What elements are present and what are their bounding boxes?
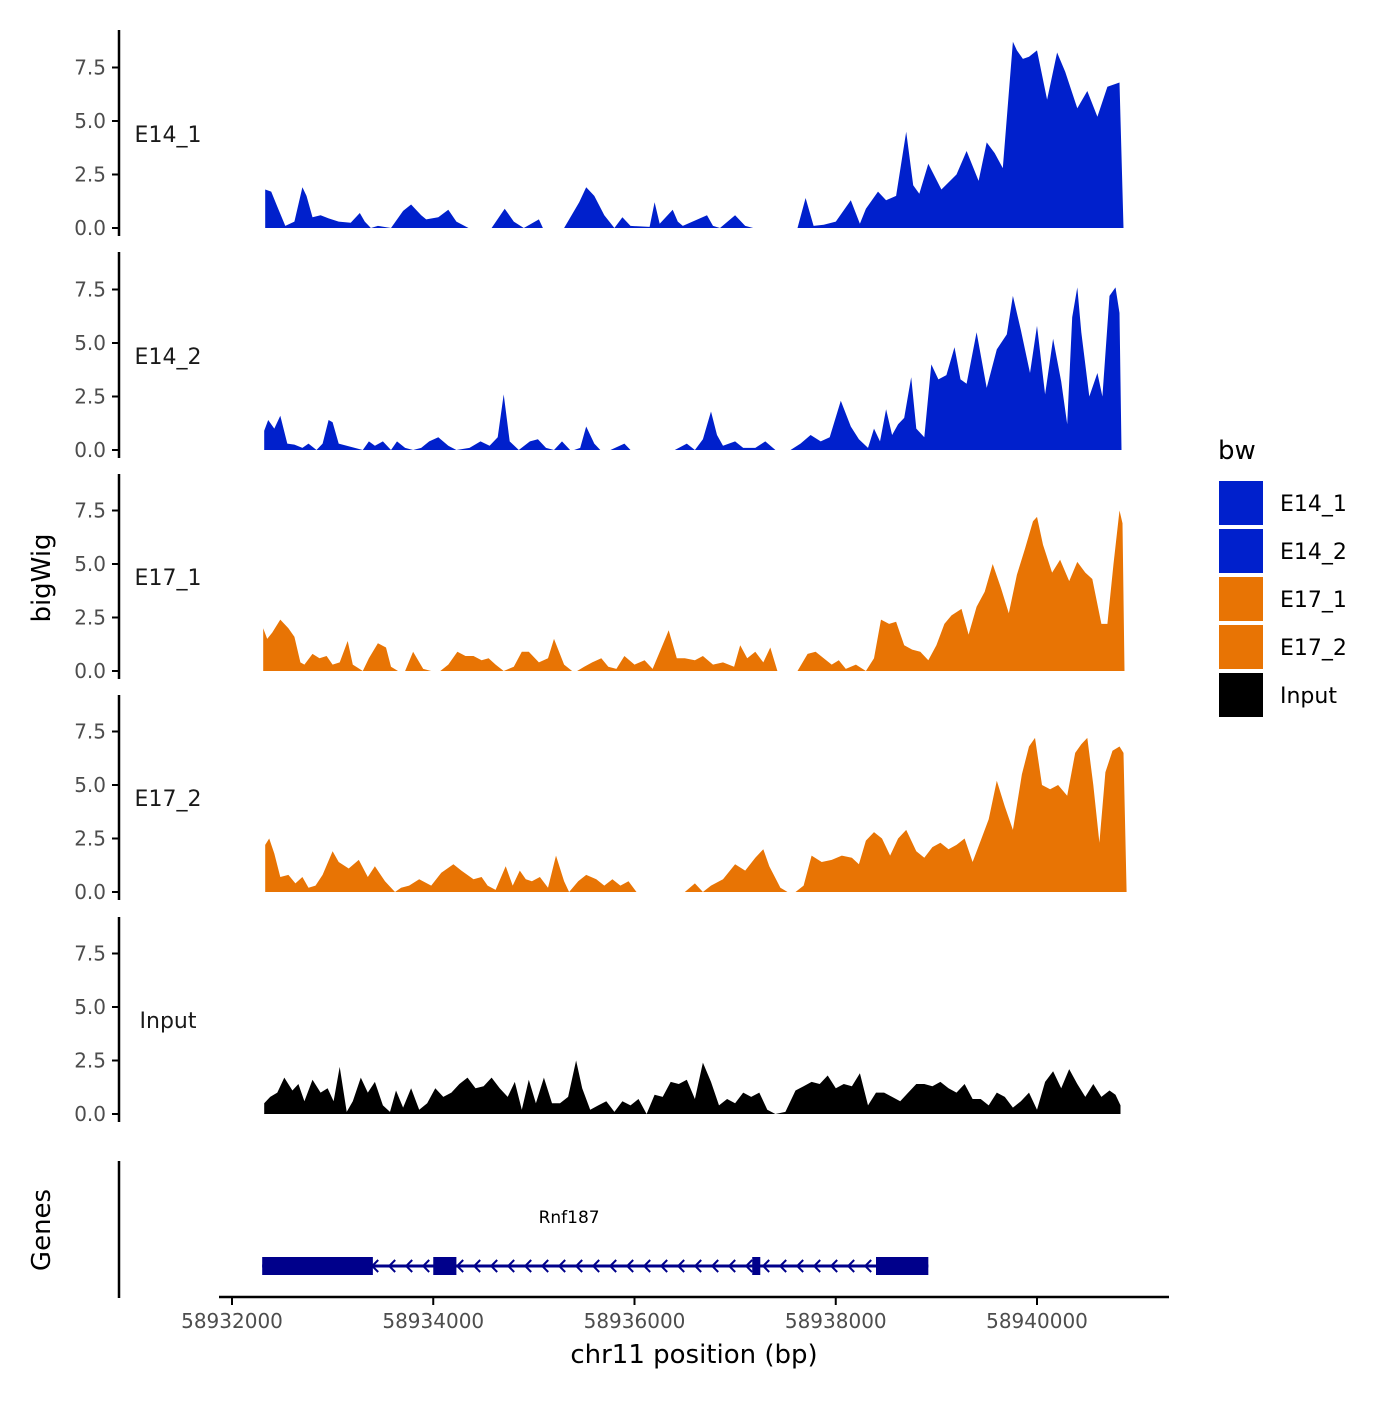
track-label-Input: Input [140,1009,197,1034]
genes-panel-title: Genes [27,1189,57,1271]
strand-arrow [846,1259,855,1273]
coverage-area-Input [264,1060,1121,1114]
gene-exon-1 [262,1257,373,1275]
track-Input: 0.0 2.5 5.0 7.5 Input [74,917,1121,1126]
x-tick-label: 58940000 [986,1309,1088,1333]
strand-arrow [608,1259,617,1273]
legend-label-E14_2: E14_2 [1280,540,1347,565]
y-tick-label: 0.0 [74,216,106,240]
legend-key-Input [1217,671,1265,719]
track-label-E14_1: E14_1 [135,123,202,148]
y-tick-label: 2.5 [74,385,106,409]
strand-arrow [489,1259,498,1273]
y-tick-label: 7.5 [74,942,106,966]
strand-arrow [710,1259,719,1273]
legend-label-E17_2: E17_2 [1280,636,1347,661]
coverage-area-E14_1 [265,41,1124,228]
strand-arrow [421,1259,430,1273]
track-label-E17_1: E17_1 [135,566,202,591]
coverage-area-E17_1 [263,510,1125,671]
legend-label-Input: Input [1280,684,1337,709]
track-E17_2: 0.0 2.5 5.0 7.5 E17_2 [74,695,1127,904]
gene-exon-4 [876,1257,929,1275]
strand-arrow [778,1259,787,1273]
strand-arrow [812,1259,821,1273]
strand-arrow [625,1259,634,1273]
strand-arrow [659,1259,668,1273]
x-axis: 58932000 58934000 58936000 58938000 58940000 [181,1295,1169,1333]
y-tick-label: 0.0 [74,659,106,683]
legend-key-E14_1 [1217,479,1265,527]
legend-label-E14_1: E14_1 [1280,492,1347,517]
y-tick-label: 7.5 [74,56,106,80]
x-tick-label: 58934000 [382,1309,484,1333]
coverage-area-E14_2 [264,287,1122,450]
legend-label-E17_1: E17_1 [1280,588,1347,613]
track-E17_1: 0.0 2.5 5.0 7.5 E17_1 [74,474,1125,683]
y-tick-label: 5.0 [74,995,106,1019]
legend-title: bw [1218,436,1256,466]
x-tick-label: 58938000 [785,1309,887,1333]
strand-arrow [387,1259,396,1273]
y-tick-label: 2.5 [74,827,106,851]
strand-arrow [727,1259,736,1273]
y-tick-label: 2.5 [74,1049,106,1073]
strand-arrow [676,1259,685,1273]
y-tick-label: 5.0 [74,109,106,133]
y-tick-label: 0.0 [74,880,106,904]
y-tick-label: 0.0 [74,438,106,462]
y-tick-label: 5.0 [74,331,106,355]
strand-arrow [523,1259,532,1273]
legend-key-E14_2 [1217,527,1265,575]
y-tick-label: 0.0 [74,1102,106,1126]
strand-arrow [693,1259,702,1273]
x-tick-label: 58932000 [181,1309,283,1333]
y-tick-label: 5.0 [74,773,106,797]
y-tick-label: 7.5 [74,720,106,744]
strand-arrow [744,1259,753,1273]
strand-arrow [642,1259,651,1273]
tracks-layer: 0.0 2.5 5.0 7.5 E14_1 0.0 2.5 5.0 7.5 E14_2 0.0 2.5… [74,30,1127,1126]
y-tick-label: 7.5 [74,499,106,523]
strand-arrow [506,1259,515,1273]
x-tick-label: 58936000 [584,1309,686,1333]
y-axis-title: bigWig [27,533,57,622]
gene-exon-3 [752,1257,761,1275]
track-E14_1: 0.0 2.5 5.0 7.5 E14_1 [74,30,1124,240]
y-tick-label: 5.0 [74,552,106,576]
strand-arrow [472,1259,481,1273]
strand-arrow [829,1259,838,1273]
y-tick-label: 2.5 [74,163,106,187]
gene-exon-2 [433,1257,457,1275]
y-tick-label: 2.5 [74,606,106,630]
legend-key-E17_1 [1217,575,1265,623]
legend-key-E17_2 [1217,623,1265,671]
strand-arrow [455,1259,464,1273]
strand-arrow [795,1259,804,1273]
track-label-E17_2: E17_2 [135,787,202,812]
legend: bw E14_1 E14_2 E17_1 E17_2 Input [1217,436,1347,719]
strand-arrow [761,1259,770,1273]
track-E14_2: 0.0 2.5 5.0 7.5 E14_2 [74,252,1122,462]
strand-arrow [574,1259,583,1273]
strand-arrow [591,1259,600,1273]
strand-arrow [863,1259,872,1273]
gene-panel: Rnf187 [117,1161,929,1298]
coverage-area-E17_2 [265,737,1127,892]
gene-name-label: Rnf187 [539,1208,600,1228]
y-tick-label: 7.5 [74,278,106,302]
strand-arrow [404,1259,413,1273]
strand-arrow [557,1259,566,1273]
x-axis-title: chr11 position (bp) [570,1340,817,1370]
strand-arrow [540,1259,549,1273]
track-label-E14_2: E14_2 [135,345,202,370]
